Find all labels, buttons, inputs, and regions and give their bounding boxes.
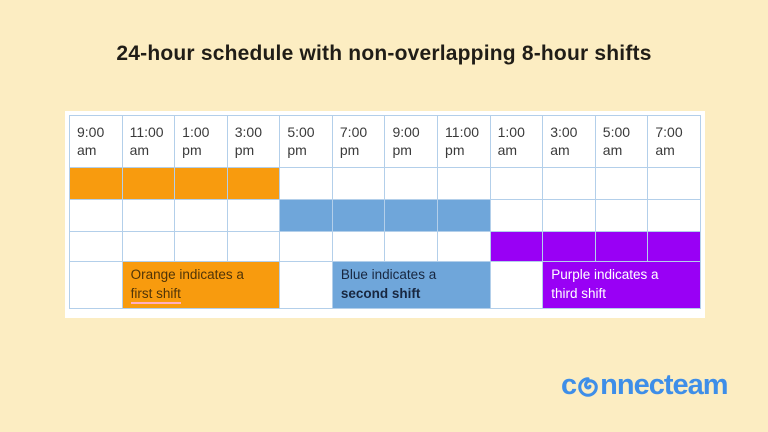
- shift-cell-empty: [594, 167, 649, 200]
- period-label: am: [602, 141, 623, 158]
- shift-cell-filled: [594, 231, 649, 262]
- shift-cell-filled: [384, 199, 439, 232]
- shift-cell-empty: [542, 199, 596, 232]
- time-header-cell: 9:00 pm: [384, 115, 439, 168]
- legend-spacer-cell: [489, 261, 544, 309]
- shift-cell-filled: [542, 231, 596, 262]
- legend-blue-text: Blue indicates a: [340, 267, 437, 283]
- shift-cell-empty: [226, 231, 281, 262]
- time-header-row: 9:00 am 11:00 am 1:00 pm 3:00 pm 5:00 pm 7:00…: [69, 115, 701, 168]
- shift-cell-empty: [331, 167, 386, 200]
- first-shift-row: [69, 167, 701, 200]
- third-shift-row: [69, 231, 701, 262]
- period-label: am: [77, 141, 97, 158]
- page-title: 24-hour schedule with non-overlapping 8-…: [116, 42, 652, 65]
- time-header-cell: 3:00 am: [542, 115, 596, 168]
- time-label: 1:00: [182, 123, 210, 140]
- shift-cell-filled: [331, 199, 386, 232]
- legend-purple-shift-name: third shift: [551, 286, 606, 301]
- shift-cell-empty: [121, 199, 176, 232]
- shift-cell-filled: [69, 167, 123, 200]
- connecteam-swirl-icon: [578, 377, 598, 397]
- legend-spacer-cell: [279, 261, 333, 309]
- shift-cell-filled: [226, 167, 281, 200]
- legend-purple-block: Purple indicates a third shift: [542, 261, 701, 309]
- shift-cell-empty: [69, 231, 123, 262]
- time-header-cell: 7:00 am: [647, 115, 701, 168]
- second-shift-row: [69, 199, 701, 232]
- legend-orange-block: Orange indicates a first shift: [121, 261, 281, 309]
- shift-cell-empty: [69, 199, 123, 232]
- period-label: pm: [287, 141, 307, 158]
- time-label: 1:00: [497, 123, 525, 140]
- time-label: 7:00: [655, 123, 683, 140]
- time-header-cell: 11:00 pm: [437, 115, 491, 168]
- time-header-cell: 5:00 pm: [279, 115, 333, 168]
- period-label: pm: [445, 141, 465, 158]
- shift-cell-empty: [384, 231, 439, 262]
- time-label: 7:00: [339, 123, 368, 140]
- shift-cell-filled: [121, 167, 176, 200]
- shift-cell-empty: [437, 167, 491, 200]
- period-label: pm: [339, 141, 360, 158]
- time-header-cell: 7:00 pm: [331, 115, 386, 168]
- shift-cell-empty: [226, 199, 281, 232]
- time-label: 5:00: [287, 123, 315, 140]
- time-header-cell: 3:00 pm: [226, 115, 281, 168]
- shift-cell-empty: [437, 231, 491, 262]
- shift-cell-empty: [489, 199, 544, 232]
- shift-cell-filled: [489, 231, 544, 262]
- time-header-cell: 1:00 am: [489, 115, 544, 168]
- period-label: pm: [234, 141, 255, 158]
- period-label: am: [129, 141, 150, 158]
- time-header-cell: 9:00 am: [69, 115, 123, 168]
- time-header-cell: 5:00 am: [594, 115, 649, 168]
- shift-cell-filled: [174, 167, 228, 200]
- legend-blue-block: Blue indicates a second shift: [331, 261, 491, 309]
- spellcheck-underline: first shift: [130, 286, 181, 304]
- legend-orange-shift-name: first shift: [130, 285, 276, 304]
- logo-text-suffix: nnecteam: [600, 369, 728, 401]
- legend-purple-text: Purple indicates a: [551, 267, 659, 283]
- shift-cell-empty: [331, 231, 386, 262]
- period-label: am: [655, 141, 675, 158]
- schedule-panel: 9:00 am 11:00 am 1:00 pm 3:00 pm 5:00 pm 7:00…: [65, 111, 705, 318]
- connecteam-logo: c nnecteam: [561, 369, 729, 402]
- period-label: pm: [182, 141, 202, 158]
- shift-cell-empty: [647, 167, 701, 200]
- shift-cell-empty: [279, 231, 333, 262]
- legend-blue-shift-name: second shift: [340, 286, 421, 301]
- legend-row: Orange indicates a first shift Blue indi…: [69, 261, 701, 309]
- period-label: pm: [392, 141, 412, 158]
- shift-cell-empty: [121, 231, 176, 262]
- shift-cell-empty: [279, 167, 333, 200]
- time-label: 3:00: [234, 123, 262, 140]
- shift-cell-empty: [174, 199, 228, 232]
- time-header-cell: 1:00 pm: [174, 115, 228, 168]
- period-label: am: [497, 141, 518, 158]
- time-header-cell: 11:00 am: [121, 115, 176, 168]
- shift-cell-filled: [279, 199, 333, 232]
- shift-cell-filled: [437, 199, 491, 232]
- shift-cell-empty: [384, 167, 439, 200]
- legend-spacer-cell: [69, 261, 123, 309]
- time-label: 5:00: [602, 123, 631, 140]
- shift-cell-filled: [647, 231, 701, 262]
- shift-cell-empty: [174, 231, 228, 262]
- time-label: 11:00: [129, 123, 164, 140]
- schedule-table: 9:00 am 11:00 am 1:00 pm 3:00 pm 5:00 pm 7:00…: [69, 115, 701, 309]
- time-label: 9:00: [392, 123, 420, 140]
- time-label: 3:00: [550, 123, 578, 140]
- shift-cell-empty: [594, 199, 649, 232]
- period-label: am: [550, 141, 570, 158]
- shift-cell-empty: [647, 199, 701, 232]
- legend-orange-text: Orange indicates a: [130, 267, 244, 283]
- shift-cell-empty: [489, 167, 544, 200]
- time-label: 11:00: [445, 123, 480, 140]
- time-label: 9:00: [77, 123, 105, 140]
- logo-text-prefix: c: [561, 369, 577, 401]
- shift-cell-empty: [542, 167, 596, 200]
